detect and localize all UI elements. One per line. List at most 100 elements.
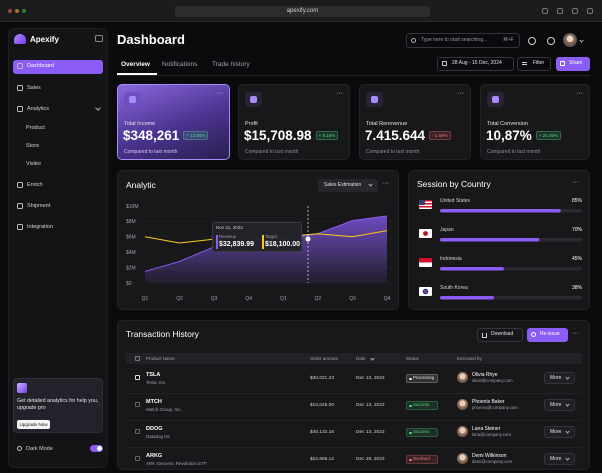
company: Datadog Inc — [146, 434, 171, 439]
tooltip-series: Target — [265, 234, 277, 239]
status-dot — [409, 458, 412, 461]
executor-name: Phoenix Baker — [472, 399, 505, 405]
transaction-title: Transaction History — [126, 329, 199, 339]
avatar-chevron — [579, 38, 584, 43]
reissue-button[interactable] — [527, 328, 568, 342]
window-dot — [8, 9, 12, 13]
search-placeholder: Type here to start searching... — [421, 37, 488, 43]
nav-icon — [17, 224, 23, 230]
header-icon[interactable] — [547, 37, 555, 45]
kpi-label: Profit — [245, 121, 258, 127]
filter-button[interactable] — [517, 57, 551, 71]
toggle-knob — [97, 446, 102, 451]
nav-item[interactable]: Integration — [27, 224, 53, 230]
status-badge — [406, 374, 438, 383]
country-value: 85% — [571, 198, 582, 204]
kpi-note: Compared to last month — [366, 149, 420, 155]
tooltip-swatch — [216, 235, 218, 249]
kpi-note: Compared to last month — [124, 149, 178, 155]
more-button[interactable] — [544, 453, 575, 465]
tab[interactable]: Trade history — [212, 61, 250, 68]
search-box[interactable] — [406, 33, 520, 48]
country-title: Session by Country — [417, 179, 491, 189]
executor-name: Olivia Rhye — [472, 372, 498, 378]
date: Dec 13, 2023 — [356, 403, 385, 408]
company: Tesla, Inc. — [146, 380, 167, 385]
kpi-label: Total Conversion — [487, 121, 528, 127]
url: apexify.com — [286, 8, 319, 14]
download-button[interactable] — [477, 328, 523, 342]
nav-item[interactable]: Enrich — [27, 182, 43, 188]
column-header: Status — [406, 356, 419, 361]
more-button[interactable] — [544, 426, 575, 438]
tab-divider — [117, 75, 590, 76]
tooltip-swatch — [262, 235, 264, 249]
flag — [419, 287, 432, 296]
share-button[interactable] — [556, 57, 590, 71]
kpi-value: 7.415.644 — [365, 128, 426, 143]
browser-icon — [542, 8, 548, 14]
dark-mode-toggle[interactable] — [90, 445, 103, 452]
executor-email: olivia@company.com — [472, 378, 513, 383]
ticker: TSLA — [146, 372, 161, 378]
country-value: 70% — [571, 227, 582, 233]
date: Dec 13, 2023 — [356, 430, 385, 435]
date-button[interactable] — [437, 57, 514, 71]
kpi-icon-glyph — [371, 96, 378, 103]
status-badge — [406, 428, 438, 437]
tooltip-date: Nov 21, 2023 — [216, 225, 243, 230]
nav-item[interactable]: Analytics — [27, 106, 50, 112]
nav-item[interactable]: Sales — [27, 85, 41, 91]
table-header — [126, 353, 582, 364]
kpi-note: Compared to last month — [245, 149, 299, 155]
tooltip-series: Revenue — [219, 234, 237, 239]
more-button[interactable] — [544, 372, 575, 384]
header-icon[interactable] — [528, 37, 536, 45]
browser-icon — [557, 8, 563, 14]
country-name: South Korea — [440, 285, 468, 291]
nav-item[interactable]: Dashboard — [27, 63, 54, 69]
upgrade-button[interactable]: Upgrade Now — [17, 420, 50, 429]
analytic-title: Analytic — [126, 180, 156, 190]
nav-icon — [17, 63, 23, 69]
status: Declined — [413, 456, 430, 461]
amount: $40,132.16 — [310, 430, 335, 435]
tab[interactable]: Notifications — [162, 61, 198, 68]
promo-text: Get detailed analytics for help you, upg… — [17, 398, 99, 411]
more-label: More — [550, 374, 562, 381]
reissue-label: Re-issue — [540, 331, 560, 337]
kpi-icon-glyph — [250, 96, 257, 103]
flag — [419, 200, 432, 209]
amount: $10,045.00 — [310, 403, 335, 408]
more-button[interactable] — [544, 399, 575, 411]
search-icon — [411, 38, 416, 43]
column-header: Executed by — [457, 356, 482, 361]
executor-email: phoenix@company.com — [472, 405, 518, 410]
sidebar-toggle — [95, 35, 103, 42]
tab[interactable]: Overview — [121, 61, 150, 68]
card-menu: ··· — [572, 179, 579, 186]
browser-icon — [572, 8, 578, 14]
window-dot — [15, 9, 19, 13]
nav-icon — [17, 106, 23, 112]
kpi-label: Total Income — [124, 121, 156, 127]
url-bar — [175, 6, 430, 17]
date-range: 28 Aug - 15 Dec, 2024 — [452, 60, 502, 66]
selector[interactable] — [318, 179, 378, 192]
nav-item[interactable]: Shipment — [27, 203, 51, 209]
status-badge — [406, 401, 438, 410]
executor-email: demi@company.com — [472, 459, 513, 464]
nav-item[interactable]: Store — [26, 143, 40, 149]
tooltip-value: $32,839.99 — [219, 241, 255, 248]
executor-avatar — [457, 399, 468, 410]
status-dot — [409, 431, 412, 434]
kpi-change: + 12.55% — [183, 131, 209, 141]
nav-item[interactable]: Visitor — [26, 161, 42, 167]
kpi-value-row: 10,87% + 20.45% — [486, 128, 586, 144]
kpi-value-row: 7.415.644- 1.58% — [365, 128, 467, 144]
nav-item[interactable]: Product — [26, 125, 45, 131]
kpi-change: + 20.45% — [535, 131, 561, 141]
kpi-change: - 1.58% — [429, 131, 451, 141]
country-value: 45% — [571, 256, 582, 262]
search-shortcut: ⌘+F — [503, 37, 514, 43]
